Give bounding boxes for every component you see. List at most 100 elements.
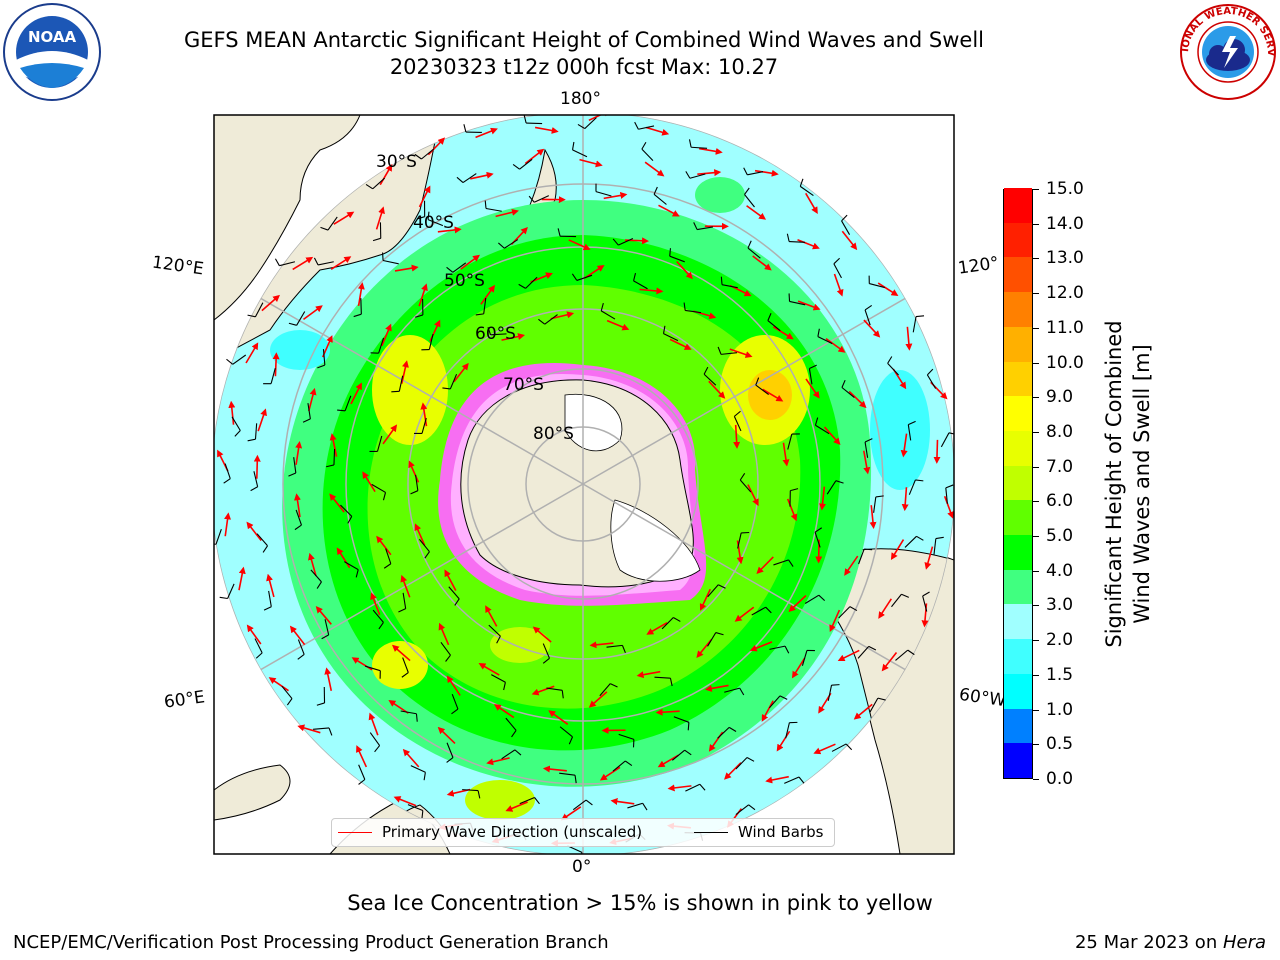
wind-barb-flag [316,581,322,589]
wave-arrow [356,745,368,768]
wind-barb-flag [355,569,359,578]
wind-barb [864,441,869,458]
wind-barb [908,479,916,495]
wind-barb [485,207,502,212]
wind-barb [768,695,781,709]
wind-barb [410,765,426,773]
wind-barb-flag [247,314,256,318]
colorbar-segment [1004,569,1032,605]
wind-barb [378,337,385,354]
wind-barb-flag [427,211,430,220]
chart-subtitle: 20230323 t12z 000h fcst Max: 10.27 [389,55,779,79]
wave-arrow [453,362,469,383]
wind-barb [801,650,808,666]
wind-barb [364,665,381,672]
wave-arrow [905,326,913,351]
colorbar-tick-label: 13.0 [1046,248,1084,269]
wave-arrow [495,208,519,218]
wind-barb [572,799,587,811]
colorbar-tick [1033,362,1039,364]
wind-barb-flag [446,266,454,273]
wind-barb [857,646,870,659]
noaa-logo-text: NOAA [28,28,77,46]
wave-arrow [382,424,398,445]
wind-barb [572,149,588,158]
wind-barb [858,548,865,565]
wave-arrow [368,712,379,736]
colorbar-segment [1004,326,1032,362]
wind-barb-flag [512,164,520,170]
wave-arrow [246,624,262,645]
wind-barb-flag [818,594,826,602]
wind-barb [887,362,899,376]
colorbar-segment [1004,256,1032,293]
wave-direction-arrows [217,115,954,847]
wind-barb [600,310,616,320]
wind-barb-flag [687,722,690,731]
wind-barb [270,368,276,384]
wind-barb [945,487,948,504]
wind-barb-flag [600,303,604,312]
wind-barb [707,584,719,598]
wind-barb-flag [908,420,916,426]
wind-barb-flag [748,804,756,811]
wave-arrow [943,495,954,519]
wave-arrow [268,677,289,692]
wind-barb [895,649,909,661]
wind-barb [227,583,235,599]
wave-arrow [308,387,317,412]
wave-arrow [336,547,351,569]
wave-arrow [833,273,844,297]
wave-arrow [782,442,790,467]
wave-arrow [676,260,693,280]
wind-barb [841,387,855,398]
wave-arrow [825,337,846,353]
wave-arrow [791,657,806,679]
wave-arrow [391,644,411,662]
wind-barb-flag [463,124,467,133]
colorbar-tick-label: 15.0 [1046,179,1084,199]
wind-barb-flag [699,783,706,791]
wave-arrow [560,806,582,821]
wind-barb [869,697,879,713]
wind-barb [525,276,538,289]
wave-arrow [749,641,773,652]
colorbar-tick-label: 5.0 [1046,526,1074,547]
wind-barb [546,687,563,691]
wind-barb [382,259,399,265]
wave-arrow [289,625,306,646]
colorbar-tick [1033,466,1039,468]
colorbar-tick [1033,431,1039,433]
colorbar-segment [1004,361,1032,397]
wind-barb-flag [313,257,319,266]
wind-barb-flag [747,240,752,249]
wind-barb-flag [653,186,658,195]
wind-barb-flag [574,775,577,784]
wind-barb-flag [234,430,241,437]
wave-arrow [655,708,680,716]
wind-barb-flag [717,346,722,355]
wind-barb [313,727,330,730]
wind-barb [504,239,519,249]
wind-barb [697,226,713,231]
wind-barb-flag [683,302,686,311]
wind-barb [542,643,550,659]
wave-arrow [375,206,385,230]
wave-arrow [542,765,567,773]
wind-barb [904,535,917,548]
wind-barb [841,220,851,235]
wave-arrow [393,796,417,807]
wind-barb-flag [410,490,419,495]
wind-barb-flag [633,272,637,281]
wind-barb [344,395,352,411]
wind-barb [448,586,460,600]
wind-barb [340,504,353,517]
colorbar-tick-label: 10.0 [1046,352,1084,373]
colorbar-segment [1004,465,1032,501]
wind-barb [789,240,806,243]
wind-barb [747,171,764,176]
wind-barb [369,732,381,746]
wind-barb-flag [514,749,522,756]
wind-barb [751,606,766,616]
wave-arrow [823,426,841,445]
